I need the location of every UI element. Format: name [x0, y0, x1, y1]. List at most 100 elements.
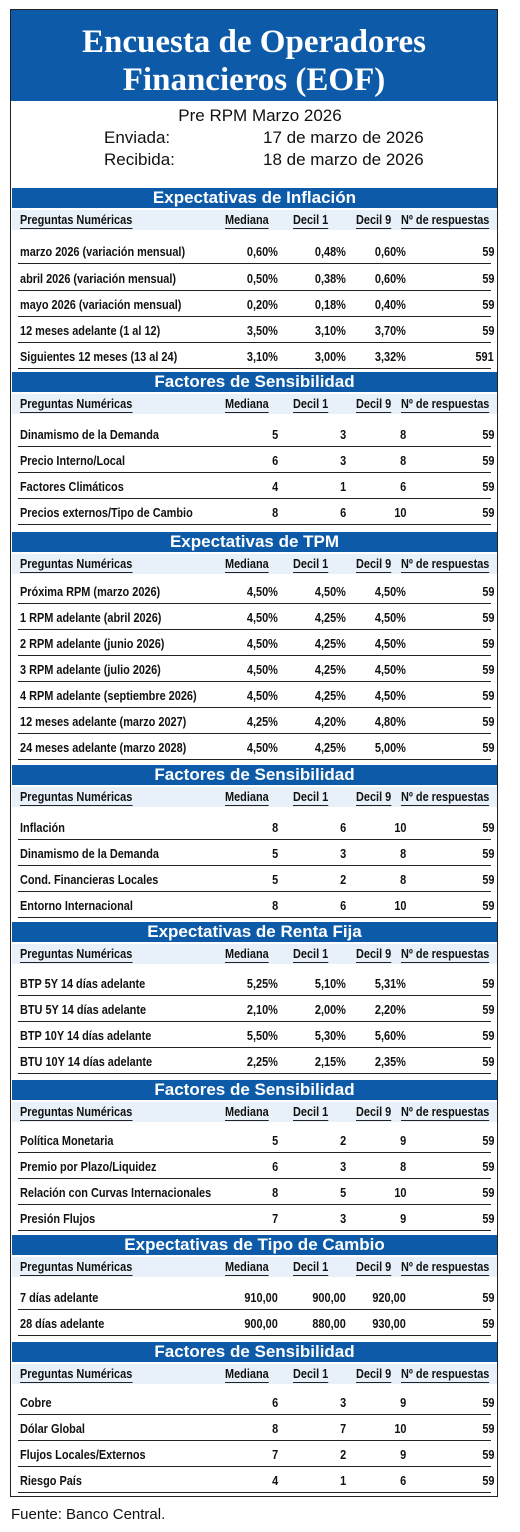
row-underline — [18, 1440, 491, 1441]
row-decile-1-text: 880,00 — [312, 1315, 346, 1331]
row-responses-text: 59 — [481, 452, 494, 468]
row-decile-9: 9 — [348, 1127, 406, 1153]
row-label-text: Riesgo País — [20, 1472, 82, 1488]
row-underline — [18, 446, 491, 447]
section-title: Factores de Sensibilidad — [12, 765, 497, 785]
header-decile-1: Decil 1 — [284, 1364, 344, 1384]
row-decile-1-text: 5 — [339, 1184, 346, 1200]
header-decile-9-text: Decil 9 — [356, 788, 392, 806]
header-median-text: Mediana — [224, 945, 269, 963]
row-label-text: BTP 10Y 14 días adelante — [20, 1027, 152, 1043]
row-responses-text: 59 — [481, 1053, 494, 1069]
table-row: Dinamismo de la Demanda 5 3 8 59 — [12, 421, 497, 447]
row-underline — [18, 1414, 491, 1415]
header-question-text: Preguntas Numéricas — [20, 211, 133, 229]
row-median-text: 910,00 — [244, 1289, 278, 1305]
row-decile-1-text: 1 — [339, 1472, 346, 1488]
row-decile-1: 3,10% — [282, 317, 346, 343]
row-decile-9-text: 10 — [393, 1420, 406, 1436]
row-responses-text: 59 — [481, 897, 494, 913]
row-decile-1: 4,25% — [282, 630, 346, 656]
row-decile-9: 930,00 — [348, 1310, 406, 1336]
row-label-text: BTU 5Y 14 días adelante — [20, 1001, 147, 1017]
row-median-text: 4,50% — [247, 687, 278, 703]
section-title: Expectativas de Tipo de Cambio — [12, 1235, 497, 1255]
row-label-text: Política Monetaria — [20, 1132, 114, 1148]
row-decile-1: 4,50% — [282, 578, 346, 604]
row-label: Dinamismo de la Demanda — [20, 840, 225, 866]
header-responses-text: Nº de respuestas — [401, 1103, 490, 1121]
row-responses: 59 — [406, 421, 494, 447]
row-label: 12 meses adelante (marzo 2027) — [20, 708, 225, 734]
row-median-text: 5 — [271, 845, 278, 861]
table-row: marzo 2026 (variación mensual) 0,60% 0,48%… — [12, 238, 497, 264]
header-decile-9: Decil 9 — [346, 394, 408, 414]
row-responses: 59 — [406, 499, 494, 525]
row-median-text: 4,50% — [247, 635, 278, 651]
row-median-text: 0,20% — [247, 296, 278, 312]
table-row: Presión Flujos 7 3 9 59 — [12, 1205, 497, 1231]
header-median-text: Mediana — [224, 1258, 269, 1276]
row-label: 1 RPM adelante (abril 2026) — [20, 604, 225, 630]
header-median-text: Mediana — [224, 395, 269, 413]
column-header-row: Preguntas Numéricas Mediana Decil 1 Decil 9… — [12, 554, 497, 574]
table-row: 4 RPM adelante (septiembre 2026) 4,50% 4,2… — [12, 682, 497, 708]
row-median-text: 8 — [271, 819, 278, 835]
row-decile-9: 920,00 — [348, 1284, 406, 1310]
row-decile-1-text: 6 — [339, 897, 346, 913]
row-label-text: Dinamismo de la Demanda — [20, 845, 159, 861]
table-row: BTP 10Y 14 días adelante 5,50% 5,30% 5,60% 5… — [12, 1022, 497, 1048]
row-label: Cobre — [20, 1389, 225, 1415]
row-decile-9: 9 — [348, 1389, 406, 1415]
row-label: 2 RPM adelante (junio 2026) — [20, 630, 225, 656]
row-label: Inflación — [20, 814, 225, 840]
row-underline — [18, 759, 491, 760]
row-label-text: 12 meses adelante (1 al 12) — [20, 322, 161, 338]
row-decile-9-text: 8 — [399, 1158, 406, 1174]
row-underline — [18, 1309, 491, 1310]
section-title: Factores de Sensibilidad — [12, 1342, 497, 1362]
row-median-text: 2,25% — [247, 1053, 278, 1069]
header-decile-9: Decil 9 — [346, 1364, 408, 1384]
header-question-text: Preguntas Numéricas — [20, 1103, 133, 1121]
row-median-text: 4,50% — [247, 609, 278, 625]
row-decile-9: 4,50% — [348, 604, 406, 630]
table-row: 7 días adelante 910,00 900,00 920,00 59 — [12, 1284, 497, 1310]
row-label-text: Premio por Plazo/Liquidez — [20, 1158, 157, 1174]
row-responses: 59 — [406, 996, 494, 1022]
table-row: mayo 2026 (variación mensual) 0,20% 0,18% 0… — [12, 291, 497, 317]
header-responses: Nº de respuestas — [401, 1102, 500, 1122]
row-label-text: Factores Climáticos — [20, 478, 124, 494]
header-median: Mediana — [220, 210, 282, 230]
row-median-text: 8 — [271, 1184, 278, 1200]
table-row: 2 RPM adelante (junio 2026) 4,50% 4,25% 4,5… — [12, 630, 497, 656]
row-median-text: 0,50% — [247, 270, 278, 286]
row-responses-text: 59 — [481, 1027, 494, 1043]
row-median-text: 5,25% — [247, 975, 278, 991]
row-label-text: BTP 5Y 14 días adelante — [20, 975, 146, 991]
row-median-text: 5 — [271, 871, 278, 887]
row-decile-1: 4,25% — [282, 656, 346, 682]
row-decile-9-text: 3,70% — [375, 322, 406, 338]
row-responses: 59 — [406, 291, 494, 317]
column-header-row: Preguntas Numéricas Mediana Decil 1 Decil 9… — [12, 1364, 497, 1384]
row-label-text: marzo 2026 (variación mensual) — [20, 243, 186, 259]
page-title: Encuesta de Operadores Financieros (EOF) — [11, 10, 497, 101]
table-row: Política Monetaria 5 2 9 59 — [12, 1127, 497, 1153]
row-label-text: Cond. Financieras Locales — [20, 871, 159, 887]
row-label: Precio Interno/Local — [20, 447, 225, 473]
row-underline — [18, 524, 491, 525]
row-decile-9: 10 — [348, 814, 406, 840]
row-decile-1: 3 — [282, 447, 346, 473]
row-decile-1: 0,48% — [282, 238, 346, 264]
row-label: Premio por Plazo/Liquidez — [20, 1153, 225, 1179]
row-decile-1: 4,25% — [282, 734, 346, 760]
row-median-text: 4 — [271, 1472, 278, 1488]
row-decile-9-text: 3,32% — [375, 348, 406, 364]
header-responses: Nº de respuestas — [401, 1257, 500, 1277]
table-row: abril 2026 (variación mensual) 0,50% 0,38%… — [12, 265, 497, 291]
row-underline — [18, 342, 491, 343]
header-question: Preguntas Numéricas — [20, 1364, 225, 1384]
row-decile-1: 4,25% — [282, 682, 346, 708]
received-date: 18 de marzo de 2026 — [263, 150, 424, 169]
